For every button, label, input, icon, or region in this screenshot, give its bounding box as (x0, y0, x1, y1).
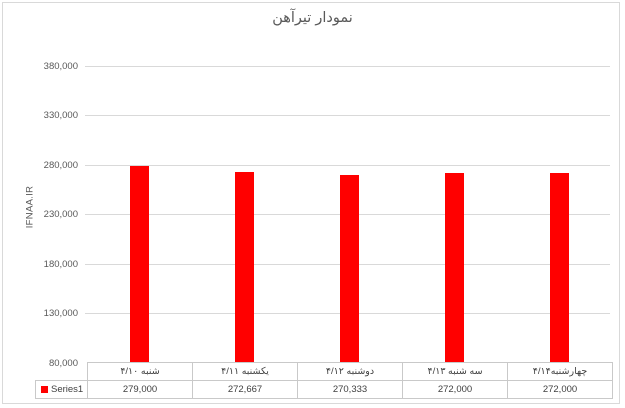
bar (340, 174, 359, 363)
gridline (85, 65, 610, 67)
y-tick-label: 130,000 (43, 308, 78, 319)
category-cell: دوشنبه ۴/۱۲ (297, 362, 403, 381)
value-cell: 272,000 (507, 380, 613, 399)
value-cell: 272,667 (192, 380, 298, 399)
category-cell: چهارشنبه۴/۱۴ (507, 362, 613, 381)
chart-border (2, 2, 620, 404)
bar (445, 172, 464, 363)
legend-label: Series1 (51, 384, 84, 395)
y-tick-label: 330,000 (43, 110, 78, 121)
category-cell: شنبه ۴/۱۰ (87, 362, 193, 381)
chart-title: نمودار تیرآهن (272, 10, 353, 26)
y-tick-label: 230,000 (43, 209, 78, 220)
gridline (85, 164, 610, 166)
category-cell: یکشنبه ۴/۱۱ (192, 362, 298, 381)
bar (550, 172, 569, 363)
legend: Series1 (35, 380, 88, 399)
y-tick-label: 180,000 (43, 258, 78, 270)
category-cell: سه شنبه ۴/۱۳ (402, 362, 508, 381)
value-cell: 272,000 (402, 380, 508, 399)
gridline (85, 115, 610, 116)
y-tick-label: 80,000 (48, 357, 78, 369)
y-tick-label: 280,000 (43, 159, 78, 171)
bar (130, 165, 149, 363)
y-axis-title: IFNAA.IR (24, 185, 36, 229)
value-cell: 270,333 (297, 380, 403, 399)
y-tick-label: 380,000 (43, 60, 78, 72)
legend-swatch-icon (41, 386, 48, 393)
value-cell: 279,000 (87, 380, 193, 399)
bar (235, 172, 254, 363)
